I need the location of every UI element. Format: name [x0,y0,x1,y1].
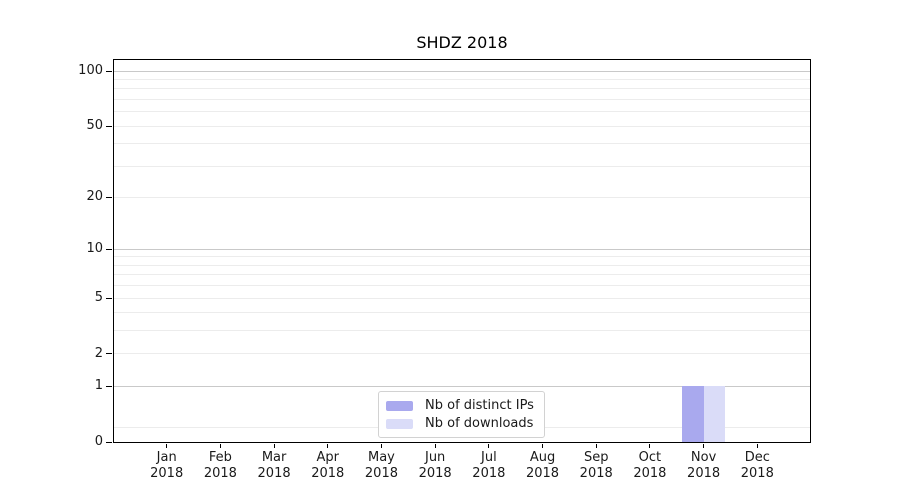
y-gridline-minor-4 [114,312,810,314]
y-tick-label-5: 5 [94,290,103,305]
x-tick-label-oct: Oct 2018 [633,450,667,481]
x-tick-label-mar: Mar 2018 [257,450,291,481]
y-tick-10 [106,248,112,250]
x-tick-label-may: May 2018 [364,450,398,481]
x-tick-may [380,444,382,448]
x-tick-jun [434,444,436,448]
y-tick-20 [106,196,112,198]
legend-label-downloads: Nb of downloads [425,416,534,431]
y-gridline-minor-7 [114,274,810,276]
y-tick-1 [106,385,112,387]
y-tick-label-1: 1 [94,378,103,394]
x-tick-sep [595,444,597,448]
y-gridline-minor-6 [114,285,810,287]
y-tick-label-10: 10 [86,241,103,257]
y-tick-2 [106,353,112,355]
x-tick-label-apr: Apr 2018 [311,450,345,481]
y-tick-100 [106,70,112,72]
y-gridline-major-1 [114,385,810,387]
chart-title: SHDZ 2018 [416,33,508,52]
x-tick-aug [542,444,544,448]
y-tick-label-20: 20 [86,189,103,205]
legend-label-distinct-ips: Nb of distinct IPs [425,398,534,413]
y-gridline-minor-60 [114,111,810,113]
y-gridline-minor-40 [114,143,810,145]
y-axis: 0 1 2 5 10 20 50 100 [0,60,113,449]
x-tick-nov [703,444,705,448]
x-tick-oct [649,444,651,448]
x-tick-label-jun: Jun 2018 [418,450,452,481]
y-gridline-major-100 [114,70,810,72]
y-gridline-minor-2 [114,353,810,355]
x-tick-dec [756,444,758,448]
y-gridline-minor-50 [114,125,810,127]
y-tick-label-0: 0 [94,434,103,449]
y-tick-50 [106,125,112,127]
y-gridline-minor-5 [114,297,810,299]
y-gridline-minor-70 [114,98,810,100]
x-tick-jan [166,444,168,448]
x-tick-label-dec: Dec 2018 [740,450,774,481]
plot-area [113,59,811,443]
y-tick-label-50: 50 [86,118,103,134]
legend: Nb of distinct IPs Nb of downloads [378,391,545,438]
x-axis: Jan 2018 Feb 2018 Mar 2018 Apr 2018 May 2018 Jun 20… [114,444,810,490]
x-tick-label-sep: Sep 2018 [579,450,613,481]
x-tick-label-feb: Feb 2018 [203,450,237,481]
x-tick-jul [488,444,490,448]
y-tick-label-2: 2 [94,345,103,361]
legend-swatch-distinct-ips [386,400,413,411]
x-tick-label-jul: Jul 2018 [472,450,506,481]
y-gridline-minor-80 [114,88,810,90]
x-tick-label-aug: Aug 2018 [525,450,560,481]
x-tick-feb [219,444,221,448]
legend-entry-downloads: Nb of downloads [386,416,544,431]
y-gridline-major-10 [114,248,810,250]
y-gridline-minor-30 [114,165,810,167]
y-gridline-minor-3 [114,330,810,332]
x-tick-label-nov: Nov 2018 [687,450,721,481]
y-gridline-minor-90 [114,79,810,80]
x-tick-label-jan: Jan 2018 [150,450,184,481]
bar-nb-of-downloads-nov [703,386,726,442]
y-tick-5 [106,297,112,299]
y-gridline-minor-9 [114,256,810,258]
x-tick-mar [273,444,275,448]
legend-entry-distinct-ips: Nb of distinct IPs [386,398,544,413]
x-tick-apr [327,444,329,448]
y-gridline-minor-20 [114,196,810,198]
y-tick-label-100: 100 [78,63,103,79]
bar-nb-of-distinct-ips-nov [682,386,704,442]
y-gridline-minor-8 [114,264,810,266]
y-tick-0 [106,441,112,443]
legend-swatch-downloads [386,418,413,429]
